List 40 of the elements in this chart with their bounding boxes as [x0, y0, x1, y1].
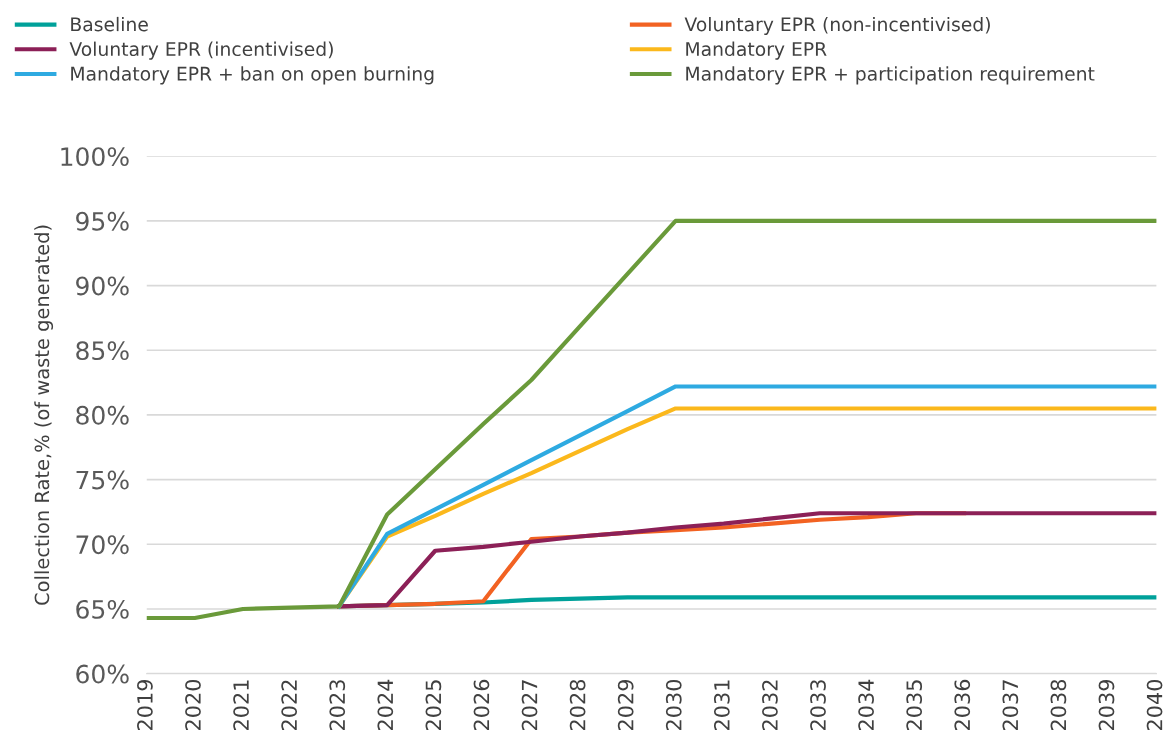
x-tick-label: 2023 [329, 680, 346, 730]
x-tick-label: 2035 [906, 680, 923, 730]
x-tick-label: 2037 [1002, 680, 1019, 730]
y-tick-label: 60% [76, 664, 129, 684]
legend-label: Mandatory EPR [686, 41, 827, 60]
y-tick-label: 100% [61, 147, 129, 167]
x-tick-label: 2034 [858, 679, 874, 730]
x-tick-label: 2032 [762, 680, 778, 730]
y-tick-label: 80% [76, 405, 129, 425]
y-tick-label: 65% [76, 599, 129, 619]
x-tick-label: 2040 [1146, 679, 1163, 730]
x-tick-label: 2028 [569, 679, 586, 730]
legend-label: Voluntary EPR (incentivised) [69, 41, 333, 60]
x-tick-label: 2020 [185, 679, 201, 730]
y-tick-label: 85% [76, 341, 129, 361]
legend-label: Mandatory EPR + ban on open burning [71, 66, 434, 85]
x-tick-label: 2025 [425, 680, 442, 730]
y-tick-label: 75% [76, 470, 129, 490]
line-series [146, 218, 1157, 621]
x-tick-label: 2027 [521, 680, 538, 730]
x-tick-label: 2036 [954, 679, 971, 730]
x-tick-label: 2038 [1050, 679, 1067, 730]
legend-label: Baseline [71, 16, 148, 32]
legend-label: Voluntary EPR (non-incentivised) [684, 16, 990, 36]
x-tick-label: 2039 [1098, 679, 1115, 730]
line-series [336, 511, 1157, 609]
x-tick-label: 2033 [810, 680, 826, 730]
x-tick-label: 2021 [233, 680, 249, 730]
legend-label: Mandatory EPR + participation requirement [686, 66, 1095, 85]
y-tick-label: 90% [76, 276, 129, 296]
x-tick-label: 2030 [665, 679, 682, 730]
x-tick-label: 2029 [617, 679, 634, 730]
x-tick-label: 2031 [713, 680, 730, 730]
y-axis-title: Collection Rate,% (of waste generated) [34, 225, 54, 605]
y-tick-label: 95% [76, 211, 129, 231]
x-tick-label: 2022 [281, 680, 298, 730]
x-tick-label: 2026 [473, 679, 490, 730]
x-tick-label: 2019 [137, 679, 153, 730]
y-tick-label: 70% [76, 535, 129, 555]
x-tick-label: 2024 [377, 679, 394, 730]
